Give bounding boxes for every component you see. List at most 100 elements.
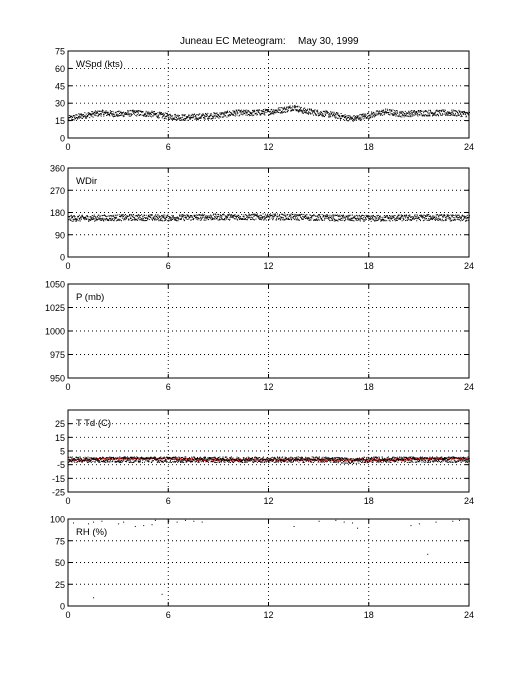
- wspd-kts-point: [303, 107, 305, 109]
- t-td-c-point: [125, 460, 127, 462]
- t-td-c-point: [138, 461, 140, 463]
- wdir-point: [381, 216, 383, 218]
- t-td-c-point: [275, 460, 277, 462]
- wspd-kts-point: [187, 116, 189, 118]
- wspd-kts-point: [423, 115, 425, 117]
- wdir-point: [175, 219, 177, 221]
- wdir-point: [253, 214, 255, 216]
- t-td-c-point: [350, 457, 352, 459]
- t-td-c-point: [374, 459, 376, 461]
- wdir-point: [282, 217, 284, 219]
- t-td-c-point: [332, 457, 334, 459]
- wspd-kts-point: [396, 110, 398, 112]
- wspd-kts-point: [305, 111, 307, 113]
- wdir-point: [342, 216, 344, 218]
- wdir-point: [245, 219, 247, 221]
- wdir-point: [128, 218, 130, 220]
- wspd-kts-point: [118, 115, 120, 117]
- wdir-point: [382, 218, 384, 220]
- wdir-point: [321, 214, 323, 216]
- t-td-c-ytick-label: -15: [52, 474, 65, 484]
- wdir-point: [188, 218, 190, 220]
- t-td-c-point: [466, 457, 468, 459]
- wdir-point: [257, 216, 259, 218]
- wspd-kts-point: [90, 113, 92, 115]
- t-td-c-point: [305, 459, 307, 461]
- wdir-point: [110, 216, 112, 218]
- wdir-point: [330, 219, 332, 221]
- t-td-c-point: [152, 460, 154, 462]
- wdir-point: [221, 218, 223, 220]
- wspd-kts-point: [137, 109, 139, 111]
- wspd-kts-point: [87, 112, 89, 114]
- t-td-c-point: [436, 457, 438, 459]
- wdir-point: [426, 218, 428, 220]
- t-td-c-point: [374, 460, 376, 462]
- wdir-point: [425, 215, 427, 217]
- wdir-point: [436, 219, 438, 221]
- t-td-c-point: [373, 457, 375, 459]
- wdir-point: [213, 213, 215, 215]
- wspd-kts-point: [380, 114, 382, 116]
- t-td-c-point: [348, 459, 350, 461]
- wdir-point: [215, 215, 217, 217]
- wdir-point: [277, 218, 279, 220]
- wdir-point: [119, 220, 121, 222]
- t-td-c-point: [295, 460, 297, 462]
- t-td-c-point: [299, 458, 301, 460]
- wspd-kts-point: [91, 115, 93, 117]
- t-td-c-point: [375, 457, 377, 459]
- t-td-c-point: [385, 458, 387, 460]
- t-td-c-point: [147, 456, 149, 458]
- wdir-point: [170, 217, 172, 219]
- wspd-kts-point: [221, 112, 223, 114]
- wdir-point: [156, 218, 158, 220]
- wdir-point: [240, 217, 242, 219]
- t-td-c-point: [181, 461, 183, 463]
- wdir-point: [164, 217, 166, 219]
- wdir-point: [374, 220, 376, 222]
- wspd-kts-point: [144, 113, 146, 115]
- t-td-c-point: [160, 460, 162, 462]
- wdir-point: [215, 213, 217, 215]
- wspd-kts-point: [266, 109, 268, 111]
- wspd-kts-point: [74, 117, 76, 119]
- t-td-c-point: [306, 457, 308, 459]
- wspd-kts-point: [311, 110, 313, 112]
- t-td-c-point: [187, 458, 189, 460]
- wspd-kts-point: [161, 113, 163, 115]
- t-td-c-point: [257, 457, 259, 459]
- wdir-point: [254, 213, 256, 215]
- t-td-c-point: [331, 458, 333, 460]
- wdir-point: [130, 219, 132, 221]
- wdir-point: [246, 214, 248, 216]
- wspd-kts-point: [342, 115, 344, 117]
- wspd-kts-point: [319, 113, 321, 115]
- t-td-c-point: [202, 460, 204, 462]
- t-td-c-point: [159, 461, 161, 463]
- wdir-point: [206, 216, 208, 218]
- wdir-point: [114, 216, 116, 218]
- t-td-c-point: [383, 459, 385, 461]
- wspd-kts-point: [315, 110, 317, 112]
- wspd-kts-point: [335, 116, 337, 118]
- wdir-point: [248, 213, 250, 215]
- t-td-c-point: [222, 457, 224, 459]
- wdir-point: [112, 215, 114, 217]
- t-td-c-point: [247, 458, 249, 460]
- t-td-c-point: [195, 458, 197, 460]
- wspd-kts-point: [283, 108, 285, 110]
- wdir-point: [111, 218, 113, 220]
- wspd-kts-point: [338, 115, 340, 117]
- t-td-c-point: [275, 460, 277, 462]
- wspd-kts-point: [412, 110, 414, 112]
- wdir-point: [404, 217, 406, 219]
- wdir-point: [182, 216, 184, 218]
- t-td-c-point: [226, 458, 228, 460]
- wspd-kts-point: [222, 116, 224, 118]
- t-td-c-point: [236, 456, 238, 458]
- wdir-point: [242, 215, 244, 217]
- wdir-ytick-label: 90: [55, 230, 65, 240]
- wspd-kts-point: [202, 114, 204, 116]
- wdir-point: [272, 219, 274, 221]
